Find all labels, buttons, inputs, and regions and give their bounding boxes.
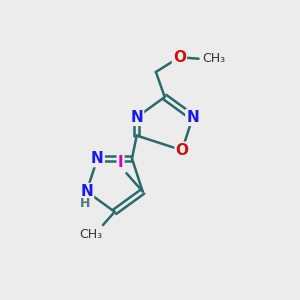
- Text: N: N: [130, 110, 143, 125]
- Text: CH₃: CH₃: [202, 52, 225, 65]
- Text: N: N: [186, 110, 199, 125]
- Text: O: O: [176, 143, 188, 158]
- Text: N: N: [80, 184, 93, 199]
- Text: O: O: [173, 50, 186, 65]
- Text: N: N: [91, 151, 104, 166]
- Text: I: I: [118, 155, 123, 170]
- Text: CH₃: CH₃: [80, 228, 103, 241]
- Text: H: H: [80, 197, 90, 210]
